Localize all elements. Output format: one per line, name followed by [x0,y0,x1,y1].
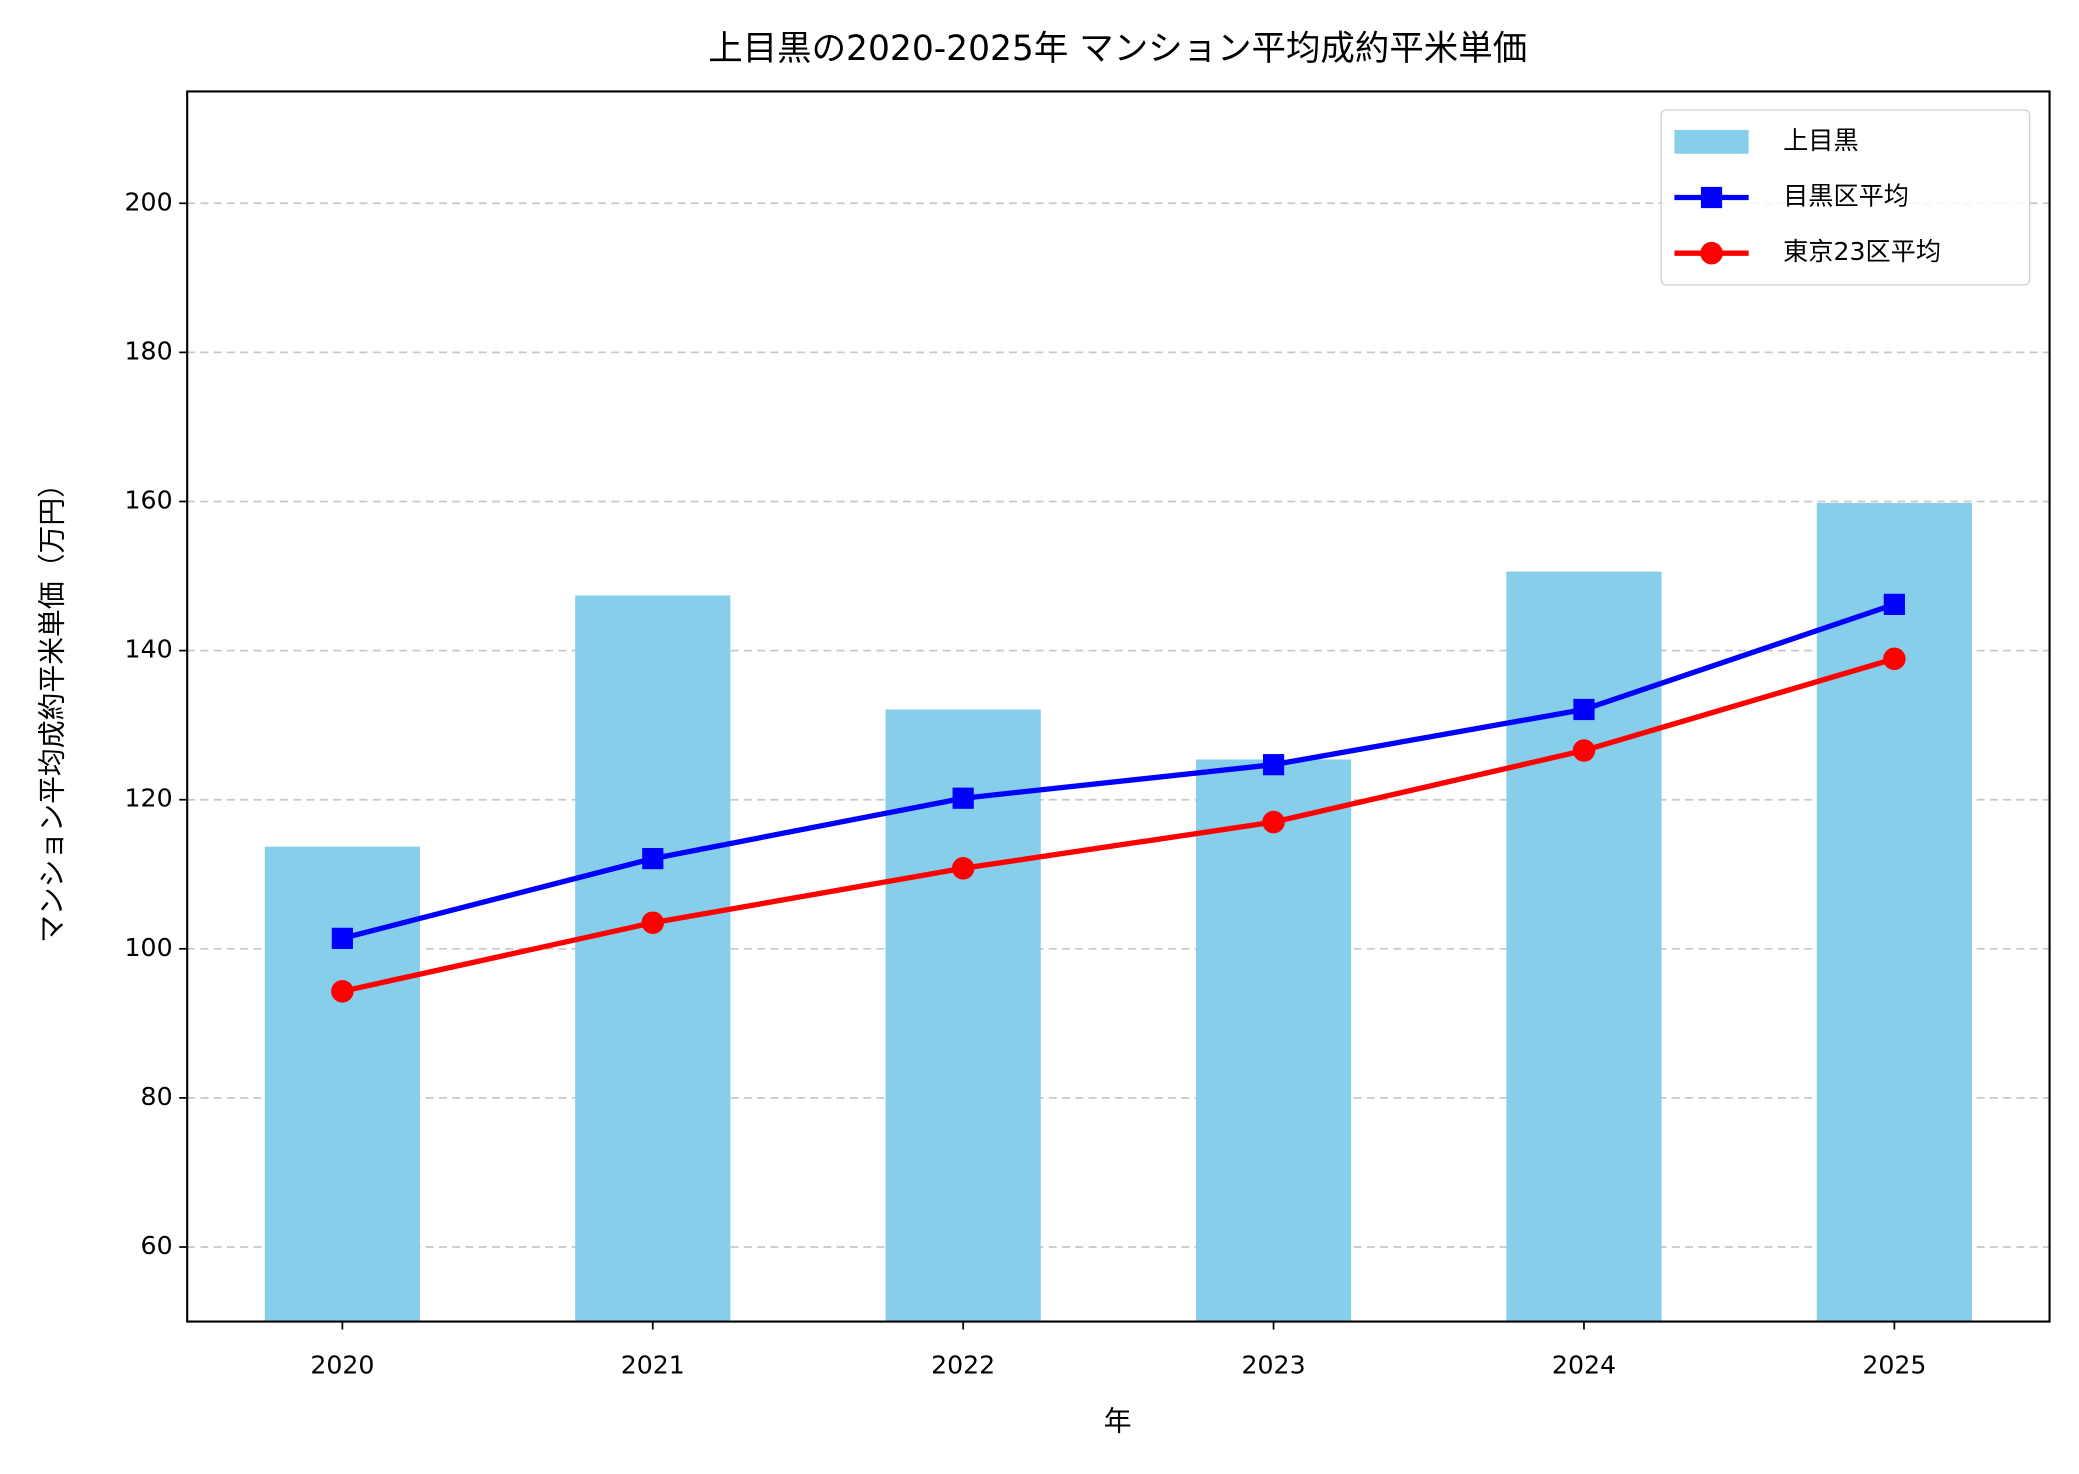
x-tick-label: 2023 [1242,1351,1306,1380]
y-axis-label: マンション平均成約平米単価（万円） [35,470,68,943]
marker [1262,754,1285,776]
y-tick-label: 160 [125,485,173,514]
x-tick-label: 2024 [1552,1351,1616,1380]
plot-frame [186,90,2051,1323]
x-tick-label: 2021 [621,1351,685,1380]
bar [264,846,420,1322]
legend-label: 東京23区平均 [1783,237,1941,266]
marker [1883,647,1906,671]
y-tick-label: 200 [125,187,173,216]
legend-marker [1700,241,1723,265]
y-tick-label: 100 [125,933,173,962]
y-tick-label: 180 [125,336,173,365]
marker [641,911,665,934]
y-tick-label: 60 [141,1231,173,1260]
line [341,656,1896,994]
x-axis-label: 年 [1104,1404,1132,1437]
bar [1195,759,1352,1322]
legend-label: 目黒区平均 [1783,182,1909,211]
legend-label: 上目黒 [1783,126,1859,155]
legend-swatch [1674,129,1749,154]
y-tick-label: 140 [125,635,173,664]
y-tick-label: 120 [125,784,173,813]
x-tick-label: 2022 [931,1351,995,1380]
legend-marker [1700,186,1723,209]
marker [952,787,974,809]
y-tick-label: 80 [141,1082,173,1111]
marker [642,847,664,870]
chart-title: 上目黒の2020-2025年 マンション平均成約平米単価 [708,29,1527,69]
legend-box [1660,109,2031,286]
marker [331,980,354,1003]
bar [1506,571,1662,1322]
bar [575,595,731,1322]
bar [1816,502,1972,1322]
marker [1572,739,1596,762]
marker [1883,593,1905,615]
x-tick-label: 2020 [310,1351,374,1380]
line [341,601,1896,941]
marker [951,857,975,880]
x-tick-label: 2025 [1862,1351,1926,1380]
marker [1573,698,1595,721]
marker [331,927,353,949]
bar [885,709,1041,1322]
marker [1262,810,1285,834]
